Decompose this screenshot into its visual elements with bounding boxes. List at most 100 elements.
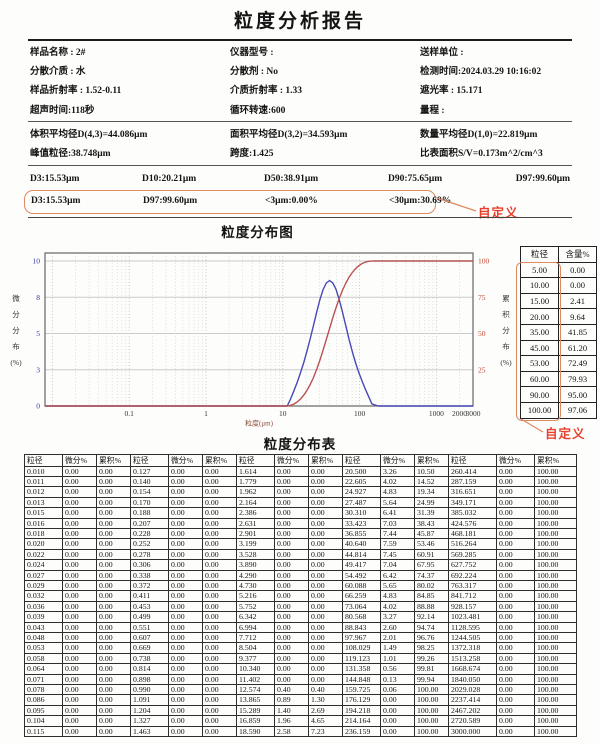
table-cell: 0.00 xyxy=(168,715,203,727)
table-cell: 1244.505 xyxy=(448,631,497,644)
table-cell: 4.65 xyxy=(308,715,343,727)
table-cell: 0.010 xyxy=(24,465,63,477)
table-cell: 0.00 xyxy=(168,475,203,488)
table-cell: 100.00 xyxy=(414,704,449,717)
table-cell: 0.00 xyxy=(62,538,97,550)
table-cell: 214.164 xyxy=(342,715,381,727)
table-cell: 22.605 xyxy=(342,475,381,488)
table-cell: 119.123 xyxy=(342,652,381,665)
table-cell: 0.00 xyxy=(168,684,203,696)
table-row: 5.00 0.00 xyxy=(520,261,597,279)
table-cell: 1.30 xyxy=(308,694,343,706)
table-cell: 100.00 xyxy=(414,684,449,696)
plot-border xyxy=(44,252,474,407)
table-cell: 0.00 xyxy=(202,569,237,581)
table-cell: 100.00 xyxy=(534,590,577,602)
table-cell: 0.00 xyxy=(96,475,131,488)
table-cell: 0.00 xyxy=(96,642,131,654)
table-cell: 0.00 xyxy=(96,621,131,634)
table-cell: 4.290 xyxy=(236,569,275,581)
table-cell: 100.00 xyxy=(534,600,577,613)
table-cell: 0.00 xyxy=(496,694,535,706)
table-cell: 0.00 xyxy=(274,527,309,540)
table-cell: 60.91 xyxy=(414,548,449,561)
table-cell: 0.00 xyxy=(380,725,415,738)
info-field: 检测时间:2024.03.29 10:16:02 xyxy=(420,67,542,78)
table-cell: 100.00 xyxy=(534,642,577,654)
divider xyxy=(28,165,572,166)
table-cell: 0.00 xyxy=(308,527,343,540)
table-cell: 0.00 xyxy=(274,569,309,581)
table-cell: 0.00 xyxy=(202,642,237,654)
table-cell: 54.492 xyxy=(342,569,381,581)
content-summary-table-grid: 粒径 含量% 5.00 0.00 10.00 0.00 15.00 2.41 20.00 9.64… xyxy=(520,246,597,419)
x-axis-tick: 2000 xyxy=(452,409,467,418)
table-cell: 0.372 xyxy=(130,579,169,592)
table-cell: 92.14 xyxy=(414,611,449,623)
table-row: 0.011 0.00 0.00 0.140 0.00 0.00 1.779 0.00 0.00 2… xyxy=(24,475,577,488)
table-cell: 0.00 xyxy=(168,652,203,665)
differential-curve xyxy=(45,279,473,407)
table-cell: 10.50 xyxy=(414,465,449,477)
table-cell: 0.032 xyxy=(24,590,63,602)
table-cell: 176.129 xyxy=(342,694,381,706)
x-axis-tick: 0.1 xyxy=(125,409,135,418)
table-cell: 0.00 xyxy=(202,725,237,738)
table-cell: 0.00 xyxy=(168,465,203,477)
table-cell: 0.89 xyxy=(274,694,309,706)
table-cell: 0.016 xyxy=(24,517,63,529)
table-cell: 5.752 xyxy=(236,600,275,613)
table-cell: 27.487 xyxy=(342,496,381,509)
table-cell: 0.140 xyxy=(130,475,169,488)
table-cell: 0.00 xyxy=(308,507,343,519)
table-cell: 0.00 xyxy=(274,507,309,519)
table-cell: 2.901 xyxy=(236,527,275,540)
table-cell: 2467.202 xyxy=(448,704,497,717)
info-field: 介质折射率 : 1.33 xyxy=(230,86,303,97)
table-cell: 7.45 xyxy=(380,548,415,561)
table-cell: 0.00 xyxy=(62,486,97,498)
table-cell: 100.00 xyxy=(534,704,577,717)
table-cell: 0.00 xyxy=(202,486,237,498)
table-cell: 1.327 xyxy=(130,715,169,727)
table-cell: 0.00 xyxy=(496,652,535,665)
table-cell: 72.49 xyxy=(558,355,597,372)
table-cell: 0.00 xyxy=(202,684,237,696)
table-cell: 0.00 xyxy=(62,611,97,623)
right-axis-title: 布 xyxy=(502,341,510,351)
column-header: 微分% xyxy=(168,454,203,467)
table-cell: 16.859 xyxy=(236,715,275,727)
table-row: 0.104 0.00 0.00 1.327 0.00 0.00 16.859 1.96 4.65… xyxy=(24,715,577,727)
table-cell: 0.738 xyxy=(130,652,169,665)
table-cell: 0.00 xyxy=(496,507,535,519)
table-cell: 0.00 xyxy=(168,569,203,581)
table-row: 10.00 0.00 xyxy=(520,277,597,294)
table-cell: 96.76 xyxy=(414,631,449,644)
table-cell: 0.00 xyxy=(274,496,309,509)
table-cell: 0.00 xyxy=(96,507,131,519)
table-cell: 99.26 xyxy=(414,652,449,665)
table-cell: 0.00 xyxy=(496,517,535,529)
x-axis-tick: 100 xyxy=(354,409,366,418)
table-cell: 36.855 xyxy=(342,527,381,540)
table-cell: 0.551 xyxy=(130,621,169,634)
table-cell: 0.453 xyxy=(130,600,169,613)
divider xyxy=(28,121,572,122)
table-cell: 0.00 xyxy=(168,673,203,686)
table-cell: 0.00 xyxy=(202,631,237,644)
custom-annotation-label: 自定义 xyxy=(545,427,586,441)
table-cell: 0.00 xyxy=(62,527,97,540)
table-cell: 0.00 xyxy=(62,507,97,519)
table-cell: 7.712 xyxy=(236,631,275,644)
table-cell: 5.65 xyxy=(380,579,415,592)
table-cell: 0.00 xyxy=(168,527,203,540)
table-cell: 0.00 xyxy=(168,496,203,509)
table-cell: 0.00 xyxy=(202,475,237,488)
table-cell: 349.171 xyxy=(448,496,497,509)
table-cell: 60.088 xyxy=(342,579,381,592)
d-values-row: D3:15.53μm D10:20.21μm D50:38.91μm D90:75.6… xyxy=(30,171,570,187)
table-cell: 0.00 xyxy=(380,704,415,717)
right-axis-tick: 25 xyxy=(478,365,486,374)
table-cell: 2.41 xyxy=(558,292,597,310)
table-row: 0.020 0.00 0.00 0.252 0.00 0.00 3.199 0.00 0.00 4… xyxy=(24,538,577,550)
